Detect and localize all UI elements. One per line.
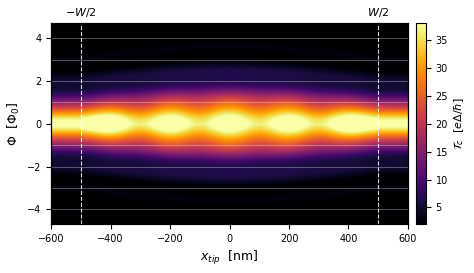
Y-axis label: $\mathcal{T}_c$  [$e\Delta/\hbar$]: $\mathcal{T}_c$ [$e\Delta/\hbar$] xyxy=(452,97,466,150)
X-axis label: $x_{tip}$  [nm]: $x_{tip}$ [nm] xyxy=(201,250,259,268)
Y-axis label: $\Phi$  [$\Phi_0$]: $\Phi$ [$\Phi_0$] xyxy=(6,102,22,146)
